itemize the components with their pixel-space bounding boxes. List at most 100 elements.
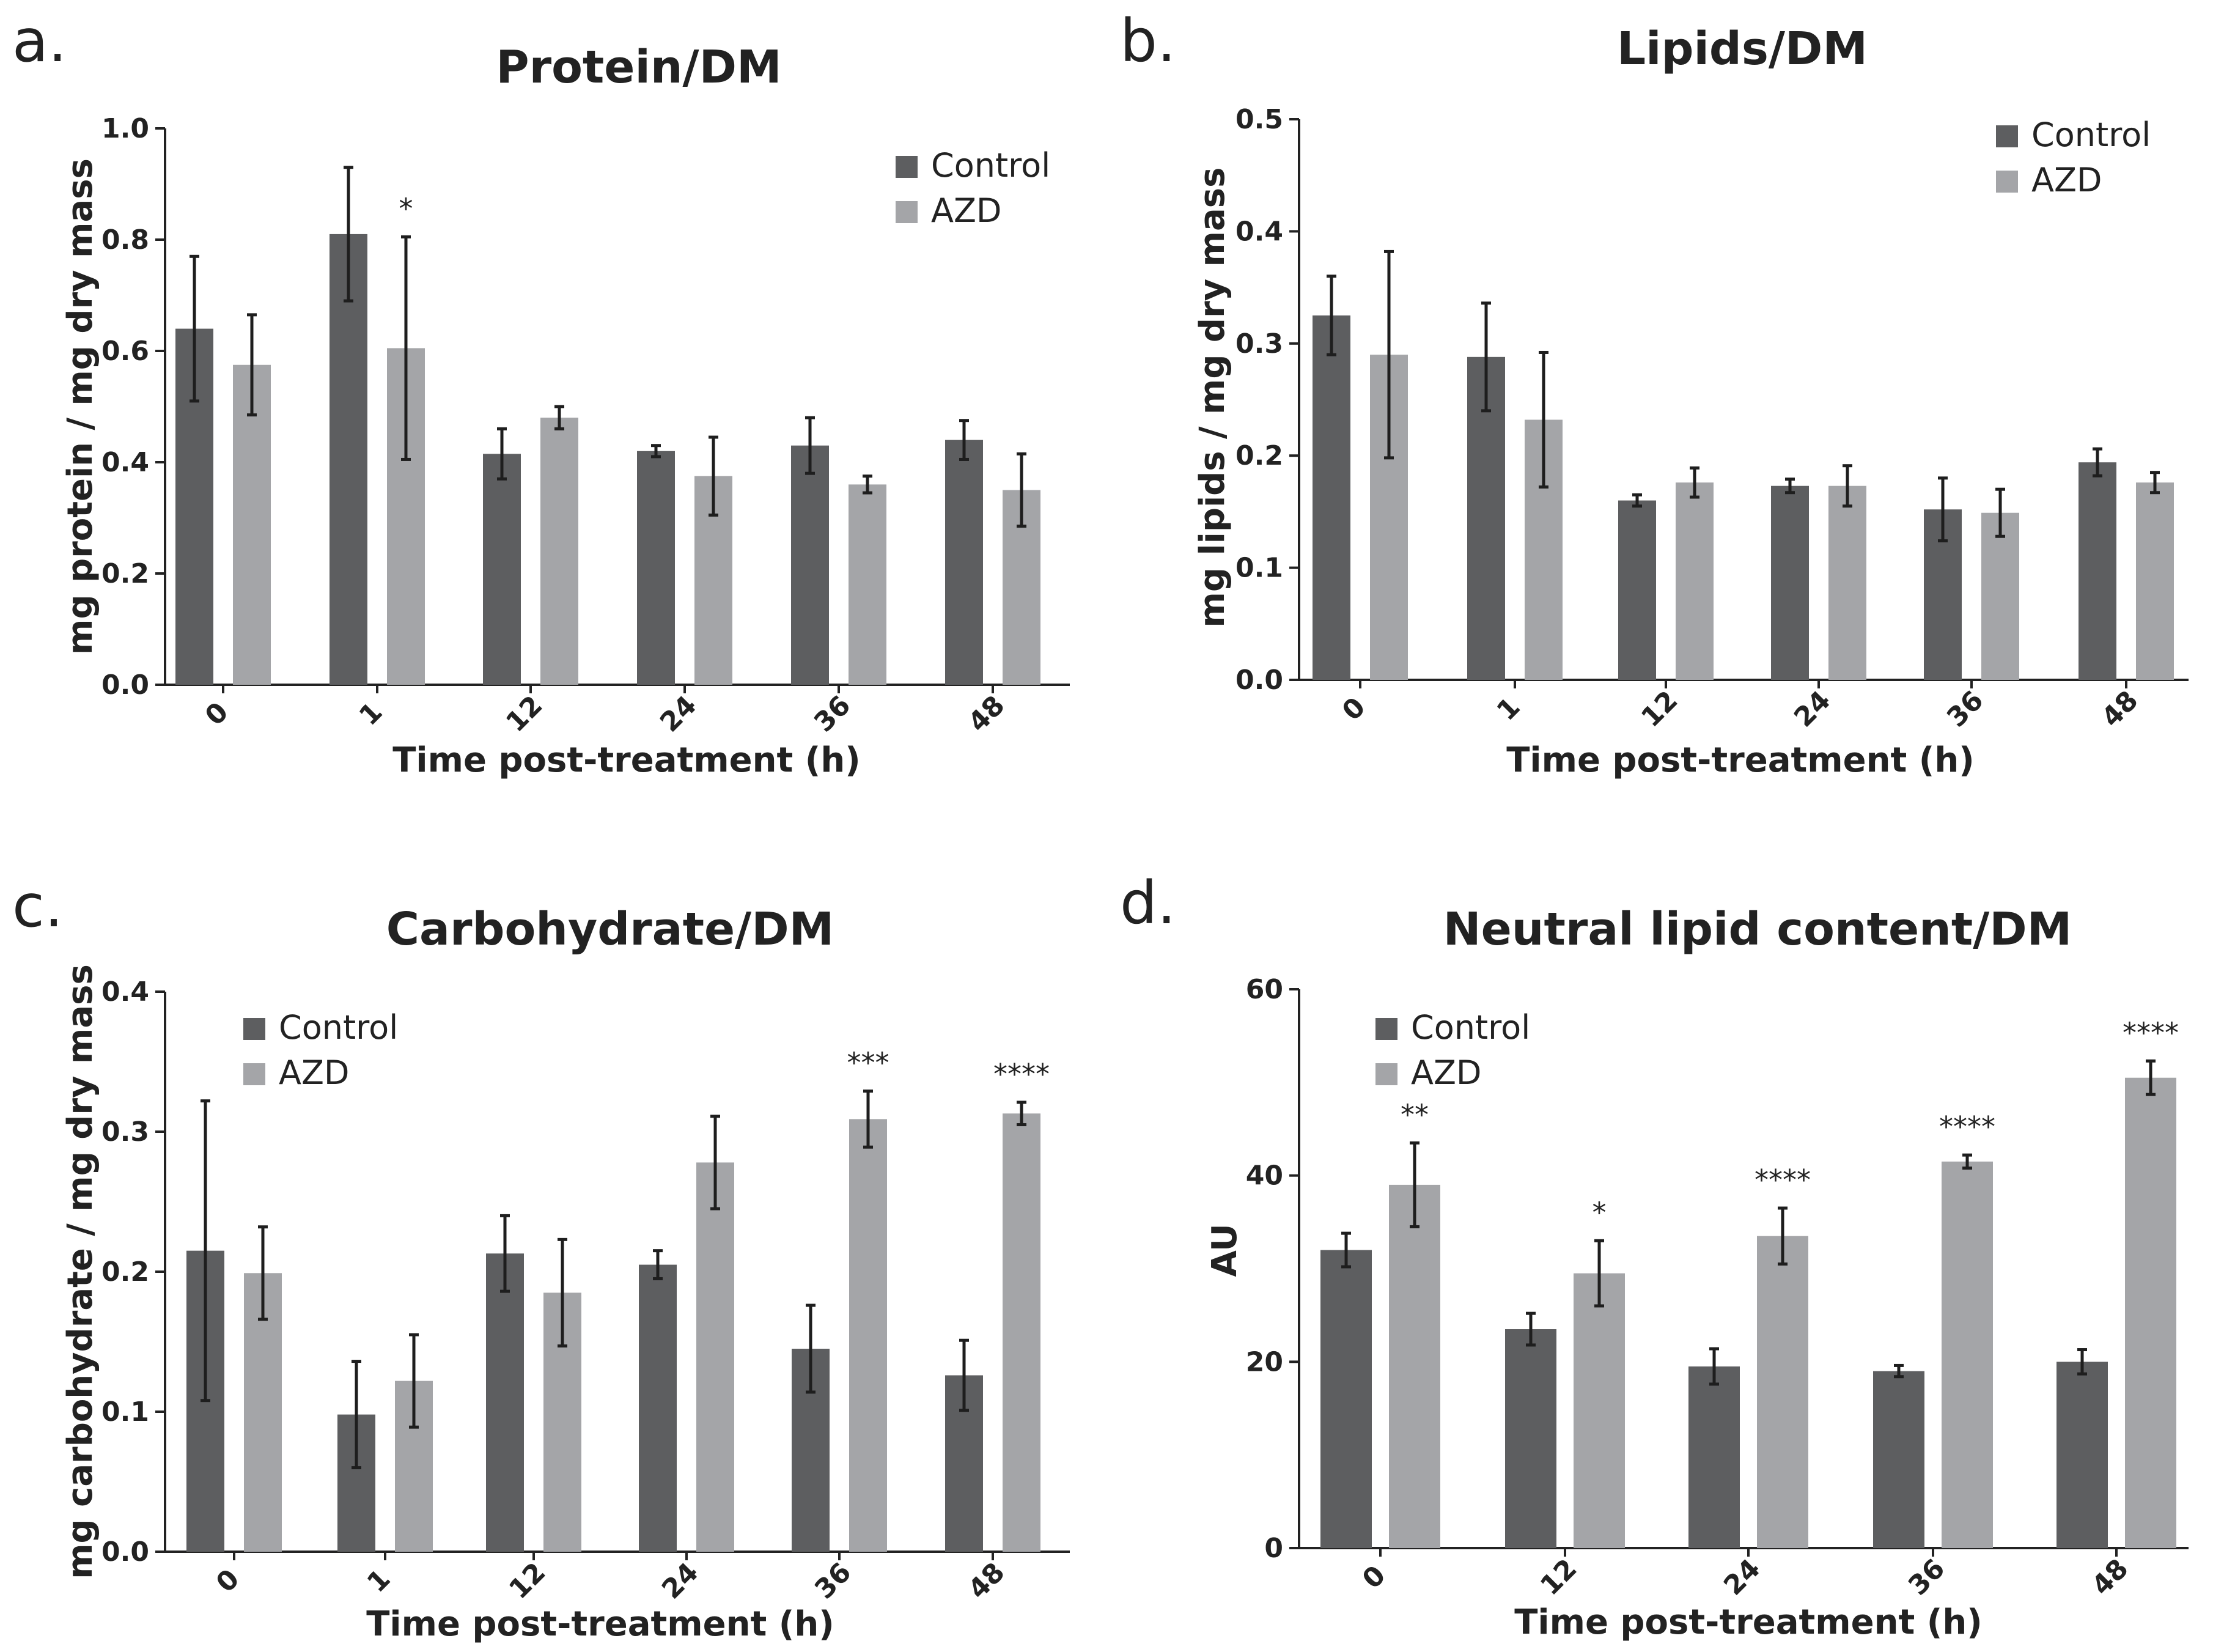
bar-azd-0 xyxy=(1389,1184,1440,1548)
x-axis-label: Time post-treatment (h) xyxy=(1514,1602,1983,1642)
bar-control-0 xyxy=(1313,315,1350,680)
chart-title: Neutral lipid content/DM xyxy=(1443,903,2072,956)
significance-marker: ** xyxy=(1401,1098,1429,1131)
x-tick-label: 1 xyxy=(361,1563,397,1599)
significance-marker: **** xyxy=(1755,1163,1811,1197)
x-tick-label: 36 xyxy=(809,1557,857,1605)
legend-label-control: Control xyxy=(931,146,1050,185)
y-tick-label: 0.8 xyxy=(101,224,149,256)
y-tick-label: 0.4 xyxy=(101,447,149,478)
bar-azd-36 xyxy=(1942,1161,1993,1548)
y-tick-label: 0.0 xyxy=(101,669,149,701)
legend-swatch-control xyxy=(896,156,918,178)
significance-marker: * xyxy=(1593,1196,1607,1229)
legend-label-control: Control xyxy=(279,1008,398,1047)
bar-control-12 xyxy=(1505,1329,1556,1548)
x-axis-label: Time post-treatment (h) xyxy=(366,1604,834,1644)
x-tick-label: 12 xyxy=(1534,1553,1583,1601)
legend-swatch-azd xyxy=(243,1063,265,1085)
y-tick-label: 0.2 xyxy=(101,558,149,589)
legend-label-azd: AZD xyxy=(279,1053,350,1092)
x-tick-label: 36 xyxy=(1902,1553,1951,1601)
legend-label-azd: AZD xyxy=(1411,1053,1482,1092)
x-tick-label: 0 xyxy=(199,696,235,732)
legend: Control AZD xyxy=(1996,116,2151,199)
y-tick-label: 0.1 xyxy=(101,1396,149,1428)
legend-label-azd: AZD xyxy=(931,191,1002,230)
y-axis-label: mg lipids / mg dry mass xyxy=(1193,168,1232,628)
significance-marker: **** xyxy=(1939,1110,1995,1143)
y-tick-label: 0.0 xyxy=(101,1536,149,1568)
x-axis-label: Time post-treatment (h) xyxy=(1506,740,1975,780)
bar-azd-0 xyxy=(233,364,271,685)
x-tick-label: 24 xyxy=(656,1557,704,1605)
significance-marker: **** xyxy=(993,1058,1050,1091)
y-tick-label: 0.2 xyxy=(101,1256,149,1288)
bar-control-12 xyxy=(486,1253,524,1552)
y-tick-label: 60 xyxy=(1246,974,1283,1005)
legend-swatch-azd xyxy=(896,201,918,223)
legend-swatch-control xyxy=(1996,125,2018,147)
y-tick-label: 0 xyxy=(1264,1533,1283,1564)
bar-azd-12 xyxy=(1676,482,1714,680)
bar-control-48 xyxy=(2079,462,2116,680)
x-tick-label: 48 xyxy=(962,1557,1011,1605)
bar-control-1 xyxy=(330,234,367,685)
x-tick-label: 0 xyxy=(1357,1560,1392,1595)
y-tick-label: 40 xyxy=(1246,1160,1283,1192)
bar-control-12 xyxy=(1618,500,1656,680)
bar-azd-12 xyxy=(540,418,578,685)
y-tick-label: 0.3 xyxy=(101,1116,149,1148)
y-tick-label: 0.4 xyxy=(1235,216,1283,247)
legend: Control AZD xyxy=(896,146,1050,230)
x-tick-label: 36 xyxy=(1941,685,1989,733)
bar-azd-48 xyxy=(2136,482,2174,680)
legend: Control AZD xyxy=(1375,1008,1530,1092)
x-tick-label: 48 xyxy=(962,690,1011,738)
chart-panel-2: c. Carbohydrate/DM 0.0 0.1 0.2 0.3 0.4 Time pos… xyxy=(12,872,1070,1644)
x-tick-label: 1 xyxy=(353,696,389,732)
y-tick-label: 0.6 xyxy=(101,336,149,367)
x-tick-label: 24 xyxy=(654,690,702,738)
panel-letter: b. xyxy=(1120,7,1176,75)
legend-label-control: Control xyxy=(2031,116,2151,154)
panel-letter: c. xyxy=(12,872,63,940)
panel-letter: a. xyxy=(12,7,67,75)
y-axis-label: AU xyxy=(1205,1223,1245,1277)
y-tick-label: 0.3 xyxy=(1235,328,1283,360)
bar-azd-36 xyxy=(849,484,886,685)
x-tick-label: 48 xyxy=(2086,1553,2134,1601)
chart-title: Lipids/DM xyxy=(1617,23,1868,75)
y-tick-label: 20 xyxy=(1246,1346,1283,1377)
x-tick-label: 0 xyxy=(1336,691,1372,727)
y-tick-label: 0.2 xyxy=(1235,440,1283,471)
x-tick-label: 12 xyxy=(1635,685,1684,733)
bar-control-36 xyxy=(1873,1371,1924,1548)
bar-control-12 xyxy=(483,454,521,685)
bar-control-0 xyxy=(1320,1250,1372,1548)
bar-control-36 xyxy=(791,445,829,685)
bar-azd-12 xyxy=(1574,1273,1625,1548)
chart-panel-1: b. Lipids/DM 0.0 0.1 0.2 0.3 0.4 0.5 Time post-t… xyxy=(1120,7,2189,780)
bar-control-48 xyxy=(945,440,983,685)
y-tick-label: 0.0 xyxy=(1235,665,1283,696)
significance-marker: *** xyxy=(847,1047,889,1080)
y-tick-label: 0.4 xyxy=(101,976,149,1008)
x-tick-label: 36 xyxy=(808,690,856,738)
bar-control-48 xyxy=(2057,1362,2108,1548)
x-tick-label: 12 xyxy=(503,1557,551,1605)
y-axis-label: mg carbohydrate / mg dry mass xyxy=(61,964,100,1579)
bar-azd-48 xyxy=(2125,1077,2176,1548)
y-tick-label: 0.5 xyxy=(1235,104,1283,135)
panel-letter: d. xyxy=(1120,869,1176,937)
legend-label-control: Control xyxy=(1411,1008,1530,1047)
x-tick-label: 24 xyxy=(1718,1553,1766,1601)
chart-title: Carbohydrate/DM xyxy=(386,903,834,956)
legend-swatch-azd xyxy=(1375,1063,1397,1085)
y-axis-label: mg protein / mg dry mass xyxy=(61,158,100,655)
bar-control-24 xyxy=(1688,1366,1740,1548)
significance-marker: **** xyxy=(2123,1016,2179,1049)
bar-azd-36 xyxy=(1981,512,2019,680)
x-tick-label: 48 xyxy=(2096,685,2144,733)
